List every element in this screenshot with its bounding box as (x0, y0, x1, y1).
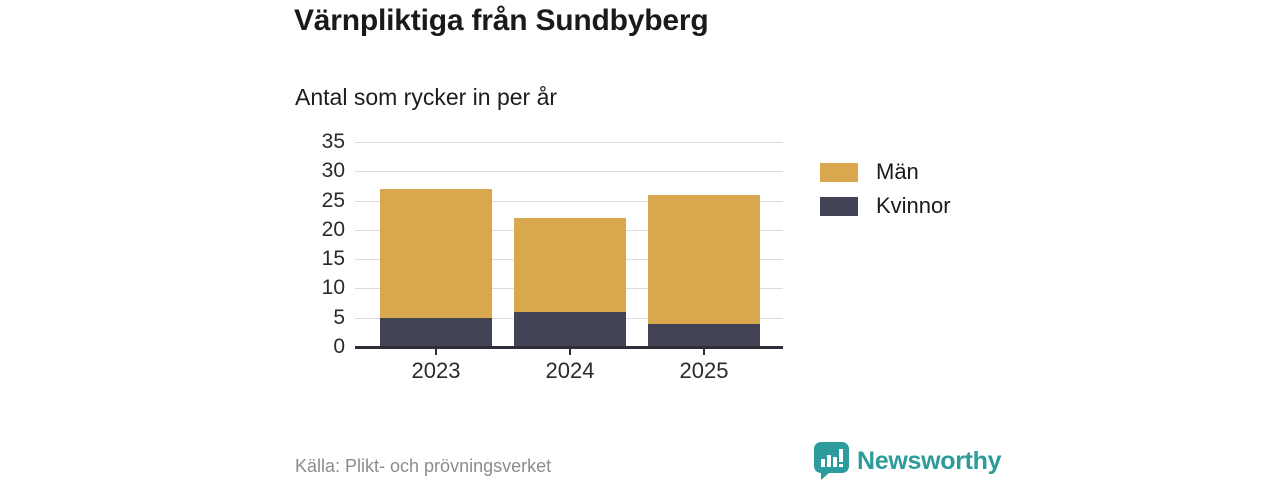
x-axis-tick-label: 2024 (545, 358, 595, 383)
x-axis-tick (703, 349, 705, 355)
x-axis-line (355, 346, 783, 349)
legend-label: Kvinnor (876, 193, 951, 218)
y-axis-tick-label: 10 (321, 276, 345, 299)
bar-segment-kvinnor (648, 323, 760, 347)
bar-segment-kvinnor (514, 311, 626, 347)
y-axis-tick-label: 5 (333, 306, 345, 329)
bar-segment-kvinnor (380, 317, 492, 347)
source-note: Källa: Plikt- och prövningsverket (295, 456, 552, 476)
y-axis-tick-label: 25 (321, 189, 345, 212)
bar-segment-man (514, 218, 626, 312)
x-axis-tick-label: 2025 (679, 358, 729, 383)
chart-legend: Män Kvinnor (820, 161, 951, 217)
gridline (355, 171, 783, 172)
x-axis-tick-label: 2023 (411, 358, 461, 383)
legend-swatch (820, 196, 858, 216)
x-axis-tick (569, 349, 571, 355)
legend-item-kvinnor: Kvinnor (820, 195, 951, 217)
y-axis-tick-label: 15 (321, 247, 345, 270)
newsworthy-icon (814, 442, 849, 480)
brand-logo: Newsworthy (814, 442, 1002, 480)
y-axis-tick-label: 20 (321, 218, 345, 241)
x-axis-tick (435, 349, 437, 355)
y-axis-tick-label: 0 (333, 335, 345, 358)
legend-swatch (820, 162, 858, 182)
brand-name: Newsworthy (857, 446, 1002, 475)
y-axis-tick-label: 35 (321, 130, 345, 153)
gridline (355, 201, 783, 202)
y-axis-tick-label: 30 (321, 159, 345, 182)
chart-title: Värnpliktiga från Sundbyberg (294, 4, 709, 37)
bar-segment-man (648, 194, 760, 324)
legend-item-mn: Män (820, 161, 951, 183)
gridline (355, 142, 783, 143)
chart-subtitle: Antal som rycker in per år (295, 84, 558, 110)
bar-segment-man (380, 188, 492, 318)
legend-label: Män (876, 159, 919, 184)
